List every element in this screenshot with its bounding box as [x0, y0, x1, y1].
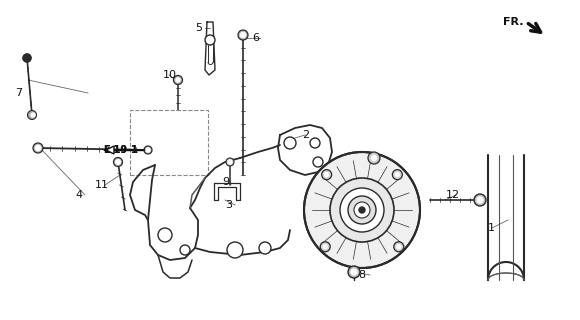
Circle shape: [27, 110, 37, 119]
Text: E-19-1: E-19-1: [103, 145, 138, 155]
Circle shape: [284, 137, 296, 149]
Circle shape: [114, 157, 122, 166]
Circle shape: [372, 156, 376, 161]
Circle shape: [330, 178, 394, 242]
Circle shape: [259, 242, 271, 254]
Text: 11: 11: [95, 180, 109, 190]
Circle shape: [205, 35, 215, 45]
Circle shape: [173, 76, 183, 84]
Text: 9: 9: [222, 177, 229, 187]
Circle shape: [176, 78, 180, 82]
Text: FR.: FR.: [503, 17, 524, 27]
Circle shape: [323, 245, 327, 249]
Circle shape: [226, 158, 234, 166]
Circle shape: [325, 173, 329, 177]
Circle shape: [180, 245, 190, 255]
Circle shape: [313, 157, 323, 167]
Bar: [130, 110, 208, 175]
Circle shape: [35, 146, 41, 150]
Circle shape: [31, 113, 35, 117]
Text: 12: 12: [446, 190, 460, 200]
Circle shape: [23, 54, 31, 62]
Circle shape: [397, 245, 401, 249]
Text: 7: 7: [15, 88, 22, 98]
Circle shape: [310, 138, 320, 148]
Circle shape: [241, 33, 245, 37]
Circle shape: [227, 242, 243, 258]
Circle shape: [396, 173, 400, 177]
Circle shape: [368, 152, 380, 164]
Circle shape: [359, 207, 365, 213]
Circle shape: [340, 188, 384, 232]
Text: 2: 2: [302, 130, 309, 140]
Circle shape: [304, 152, 420, 268]
Circle shape: [320, 242, 330, 252]
Text: 8: 8: [358, 270, 365, 280]
Circle shape: [394, 242, 404, 252]
Circle shape: [116, 160, 120, 164]
Text: 10: 10: [163, 70, 177, 80]
Text: 1: 1: [488, 223, 495, 233]
Circle shape: [354, 202, 370, 218]
Text: 4: 4: [75, 190, 82, 200]
Circle shape: [146, 148, 150, 152]
Circle shape: [477, 197, 483, 203]
Text: 6: 6: [252, 33, 259, 43]
Circle shape: [474, 194, 486, 206]
Circle shape: [322, 170, 332, 180]
Polygon shape: [106, 146, 114, 154]
Circle shape: [158, 228, 172, 242]
Circle shape: [228, 160, 232, 164]
Circle shape: [392, 170, 403, 180]
Circle shape: [348, 266, 360, 278]
Text: 5: 5: [195, 23, 202, 33]
Circle shape: [348, 196, 376, 224]
Text: E-19-1: E-19-1: [103, 145, 138, 155]
Circle shape: [238, 30, 248, 40]
Circle shape: [23, 54, 31, 62]
Circle shape: [351, 269, 357, 275]
Circle shape: [33, 143, 43, 153]
Circle shape: [144, 146, 152, 154]
Text: 3: 3: [225, 200, 232, 210]
